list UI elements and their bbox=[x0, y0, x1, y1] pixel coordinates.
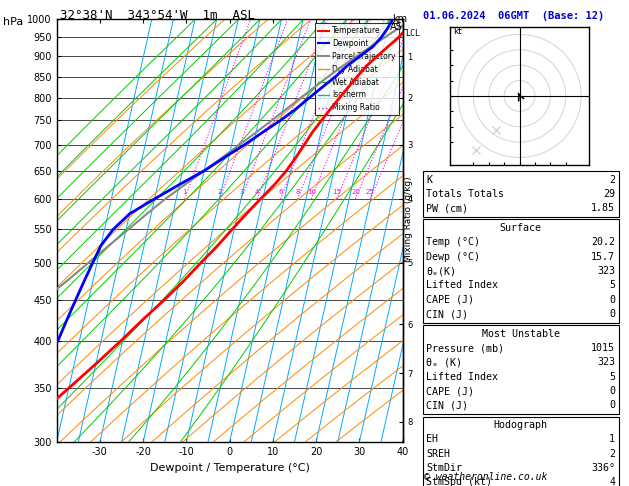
Text: 8: 8 bbox=[296, 189, 300, 194]
Text: 4: 4 bbox=[255, 189, 260, 194]
Text: StmSpd (kt): StmSpd (kt) bbox=[426, 477, 493, 486]
Text: StmDir: StmDir bbox=[426, 463, 462, 473]
Text: 32°38'N  343°54'W  1m  ASL: 32°38'N 343°54'W 1m ASL bbox=[60, 9, 255, 22]
Text: Totals Totals: Totals Totals bbox=[426, 189, 504, 199]
Text: 0: 0 bbox=[609, 295, 615, 305]
Text: EH: EH bbox=[426, 434, 438, 445]
Text: 6: 6 bbox=[278, 189, 283, 194]
Text: Mixing Ratio (g/kg): Mixing Ratio (g/kg) bbox=[404, 176, 413, 261]
Text: 323: 323 bbox=[597, 266, 615, 276]
Text: kt: kt bbox=[454, 27, 462, 36]
Text: Dewp (°C): Dewp (°C) bbox=[426, 252, 481, 262]
Text: K: K bbox=[426, 174, 433, 185]
Text: 10: 10 bbox=[307, 189, 316, 194]
Text: 5: 5 bbox=[609, 372, 615, 382]
Text: 0: 0 bbox=[609, 309, 615, 319]
Text: CAPE (J): CAPE (J) bbox=[426, 386, 474, 396]
Text: Temp (°C): Temp (°C) bbox=[426, 237, 481, 247]
Text: 2: 2 bbox=[218, 189, 222, 194]
Text: km: km bbox=[392, 15, 407, 24]
Text: SREH: SREH bbox=[426, 449, 450, 459]
Text: CIN (J): CIN (J) bbox=[426, 400, 469, 411]
Text: hPa: hPa bbox=[3, 17, 23, 27]
Text: θₑ(K): θₑ(K) bbox=[426, 266, 457, 276]
Text: 1015: 1015 bbox=[591, 343, 615, 353]
Text: LCL: LCL bbox=[404, 29, 420, 37]
Text: Most Unstable: Most Unstable bbox=[482, 329, 560, 339]
Text: 336°: 336° bbox=[591, 463, 615, 473]
Text: 0: 0 bbox=[609, 386, 615, 396]
Text: Pressure (mb): Pressure (mb) bbox=[426, 343, 504, 353]
Text: 4: 4 bbox=[609, 477, 615, 486]
Text: CAPE (J): CAPE (J) bbox=[426, 295, 474, 305]
Text: 01.06.2024  06GMT  (Base: 12): 01.06.2024 06GMT (Base: 12) bbox=[423, 11, 604, 20]
Text: 1.85: 1.85 bbox=[591, 203, 615, 213]
Text: ASL: ASL bbox=[390, 22, 409, 32]
Text: 15: 15 bbox=[332, 189, 341, 194]
Text: 3: 3 bbox=[239, 189, 243, 194]
Text: 2: 2 bbox=[609, 174, 615, 185]
Text: Surface: Surface bbox=[500, 223, 542, 233]
Text: 25: 25 bbox=[366, 189, 375, 194]
Text: © weatheronline.co.uk: © weatheronline.co.uk bbox=[424, 472, 547, 482]
X-axis label: Dewpoint / Temperature (°C): Dewpoint / Temperature (°C) bbox=[150, 463, 309, 473]
Text: 2: 2 bbox=[609, 449, 615, 459]
Text: 29: 29 bbox=[603, 189, 615, 199]
Legend: Temperature, Dewpoint, Parcel Trajectory, Dry Adiabat, Wet Adiabat, Isotherm, Mi: Temperature, Dewpoint, Parcel Trajectory… bbox=[314, 23, 399, 115]
Text: 20: 20 bbox=[351, 189, 360, 194]
Text: CIN (J): CIN (J) bbox=[426, 309, 469, 319]
Text: 15.7: 15.7 bbox=[591, 252, 615, 262]
Text: 323: 323 bbox=[597, 357, 615, 367]
Text: 20.2: 20.2 bbox=[591, 237, 615, 247]
Text: Hodograph: Hodograph bbox=[494, 420, 548, 430]
Text: 0: 0 bbox=[609, 400, 615, 411]
Text: θₑ (K): θₑ (K) bbox=[426, 357, 462, 367]
Text: 1: 1 bbox=[182, 189, 187, 194]
Text: Lifted Index: Lifted Index bbox=[426, 372, 498, 382]
Text: 5: 5 bbox=[609, 280, 615, 291]
Text: 1: 1 bbox=[609, 434, 615, 445]
Text: PW (cm): PW (cm) bbox=[426, 203, 469, 213]
Text: Lifted Index: Lifted Index bbox=[426, 280, 498, 291]
